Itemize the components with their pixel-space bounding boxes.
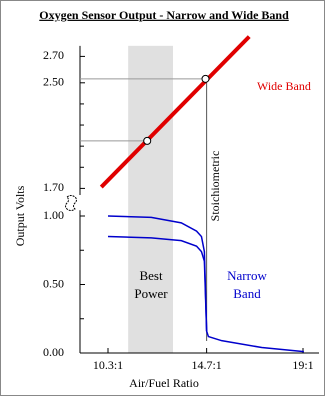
x-axis-label: Air/Fuel Ratio — [129, 376, 199, 390]
y-tick-label: 2.50 — [43, 75, 64, 89]
y-tick-label: 1.00 — [43, 208, 64, 222]
x-tick-label: 19:1 — [292, 358, 313, 372]
x-tick-label: 10.3:1 — [93, 358, 123, 372]
series-line — [107, 215, 304, 353]
wide-band-label: Wide Band — [257, 79, 311, 93]
y-tick-label: 1.70 — [43, 180, 64, 194]
best-power-label: Best Power — [134, 268, 168, 301]
series-line — [107, 235, 208, 332]
narrow-band-label: Narrow Band — [227, 268, 267, 301]
axis-break — [65, 195, 77, 211]
marker — [143, 136, 152, 145]
y-axis-label: Output Volts — [13, 185, 27, 246]
y-tick-label: 0.50 — [43, 276, 64, 290]
x-tick-label: 14.7:1 — [191, 358, 221, 372]
stoichiometric-label: Stoichiometric — [208, 151, 222, 222]
marker — [201, 74, 210, 83]
best-power-band — [128, 45, 173, 354]
y-tick-label: 2.70 — [43, 48, 64, 62]
y-tick-label: 0.00 — [43, 345, 64, 359]
chart-title: Oxygen Sensor Output - Narrow and Wide B… — [39, 8, 289, 22]
series-line — [99, 35, 251, 189]
